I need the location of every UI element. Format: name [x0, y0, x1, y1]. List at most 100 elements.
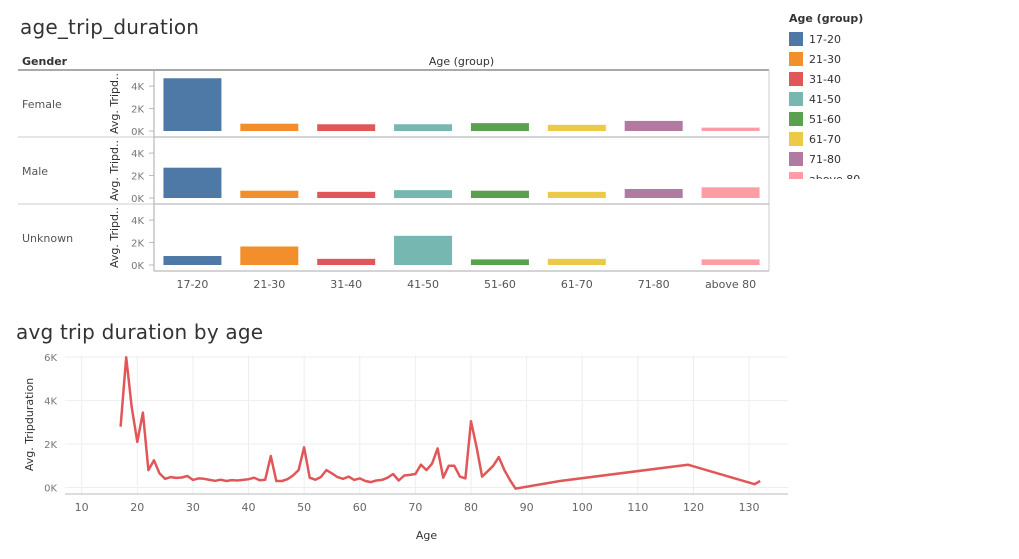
bar-female-41-50[interactable] — [394, 124, 453, 131]
facet-row-label: Unknown — [22, 232, 73, 245]
legend-item-61-70[interactable]: 61-70 — [789, 129, 889, 149]
legend-swatch — [789, 72, 803, 86]
legend-title: Age (group) — [789, 12, 864, 25]
series-line-avg-tripduration[interactable] — [119, 355, 761, 490]
legend-label: above 80 — [809, 172, 861, 180]
legend-item-51-60[interactable]: 51-60 — [789, 109, 889, 129]
y-tick-label: 4K — [131, 82, 144, 93]
bar-male-61-70[interactable] — [547, 191, 606, 198]
x-tick-label: above 80 — [705, 278, 756, 291]
chart-title-avg-trip-duration-by-age: avg trip duration by age — [16, 320, 264, 344]
legend-item-71-80[interactable]: 71-80 — [789, 149, 889, 169]
x-tick-label: 100 — [572, 501, 593, 514]
x-tick-label: 120 — [683, 501, 704, 514]
x-tick-label: 50 — [297, 501, 311, 514]
y-axis-label: Avg. Tripd.. — [108, 140, 121, 201]
bar-chart-panel: Gender Age (group) Female Avg. Tripd.. 0K 2K 4… — [18, 55, 770, 291]
legend-label: 17-20 — [809, 32, 841, 46]
bar-unknown-21-30[interactable] — [240, 246, 299, 265]
facet-row-unknown: Unknown Avg. Tripd.. 0K 2K 4K — [18, 203, 770, 272]
bar-unknown-51-60[interactable] — [470, 259, 529, 265]
legend-item-41-50[interactable]: 41-50 — [789, 89, 889, 109]
legend-swatch — [789, 52, 803, 66]
y-tick-label: 2K — [131, 172, 144, 183]
legend-swatch — [789, 172, 803, 179]
legend-swatch — [789, 152, 803, 166]
y-tick-label: 4K — [44, 397, 57, 408]
legend-item-17-20[interactable]: 17-20 — [789, 29, 889, 49]
x-tick-label: 40 — [242, 501, 256, 514]
y-tick-label: 0K — [131, 261, 144, 272]
x-tick-label: 60 — [353, 501, 367, 514]
x-tick-label: 10 — [75, 501, 89, 514]
y-tick-label: 0K — [131, 194, 144, 205]
x-tick-label: 61-70 — [561, 278, 593, 291]
legend-age-group: Age (group) 17-20 21-30 31-40 41-50 51-60 61-… — [789, 12, 889, 179]
y-tick-label: 4K — [131, 149, 144, 160]
x-tick-label: 80 — [464, 501, 478, 514]
bar-female-51-60[interactable] — [470, 123, 529, 131]
facet-row-label: Male — [22, 165, 48, 178]
x-tick-label: 90 — [520, 501, 534, 514]
bar-male-71-80[interactable] — [624, 189, 683, 198]
x-tick-label: 20 — [130, 501, 144, 514]
y-tick-label: 2K — [131, 239, 144, 250]
legend-swatch — [789, 92, 803, 106]
bar-female-61-70[interactable] — [547, 124, 606, 131]
bar-male-17-20[interactable] — [163, 167, 222, 198]
bar-male-21-30[interactable] — [240, 190, 299, 198]
x-tick-label: 31-40 — [330, 278, 362, 291]
x-tick-label: 30 — [186, 501, 200, 514]
y-tick-label: 2K — [131, 105, 144, 116]
x-axis-label: Age — [416, 529, 438, 542]
bar-unknown-above-80[interactable] — [701, 259, 760, 265]
y-tick-label: 0K — [44, 483, 57, 494]
legend-item-above-80[interactable]: above 80 — [789, 169, 889, 179]
x-tick-label: 110 — [627, 501, 648, 514]
legend-label: 31-40 — [809, 72, 841, 86]
line-chart-panel: 10 20 30 40 50 60 70 80 90 100 110 120 130 0K 2K 4K 6K Av… — [23, 353, 788, 542]
y-tick-label: 0K — [131, 127, 144, 138]
y-axis-label: Avg. Tripd.. — [108, 207, 121, 268]
bar-male-31-40[interactable] — [317, 191, 376, 198]
y-tick-label: 4K — [131, 216, 144, 227]
legend-item-31-40[interactable]: 31-40 — [789, 69, 889, 89]
legend-label: 51-60 — [809, 112, 841, 126]
bar-unknown-31-40[interactable] — [317, 258, 376, 265]
bar-male-above-80[interactable] — [701, 187, 760, 198]
bar-female-above-80[interactable] — [701, 127, 760, 131]
y-tick-label: 2K — [44, 440, 57, 451]
x-tick-label: 70 — [408, 501, 422, 514]
legend-label: 41-50 — [809, 92, 841, 106]
x-tick-label: 41-50 — [407, 278, 439, 291]
bar-male-51-60[interactable] — [470, 190, 529, 198]
legend-label: 71-80 — [809, 152, 841, 166]
x-tick-label: 21-30 — [253, 278, 285, 291]
facet-group-header: Age (group) — [429, 55, 494, 68]
legend-swatch — [789, 132, 803, 146]
facet-row-male: Male Avg. Tripd.. 0K 2K 4K — [18, 136, 770, 205]
bar-female-21-30[interactable] — [240, 123, 299, 131]
bar-female-31-40[interactable] — [317, 124, 376, 131]
x-tick-label: 130 — [739, 501, 760, 514]
legend-swatch — [789, 32, 803, 46]
legend-label: 21-30 — [809, 52, 841, 66]
legend-items: 17-20 21-30 31-40 41-50 51-60 61-70 71-80 above… — [789, 29, 889, 179]
legend-item-21-30[interactable]: 21-30 — [789, 49, 889, 69]
x-tick-label: 71-80 — [638, 278, 670, 291]
legend-label: 61-70 — [809, 132, 841, 146]
y-axis-label: Avg. Tripd.. — [108, 73, 121, 134]
bar-male-41-50[interactable] — [394, 190, 453, 198]
y-tick-label: 6K — [44, 353, 57, 364]
chart-title-age-trip-duration: age_trip_duration — [20, 15, 200, 39]
legend-swatch — [789, 112, 803, 126]
facet-column-header: Gender — [22, 55, 68, 68]
facet-row-female: Female Avg. Tripd.. 0K 2K 4K — [22, 70, 770, 138]
bar-female-17-20[interactable] — [163, 78, 222, 131]
bar-unknown-61-70[interactable] — [547, 258, 606, 265]
bar-female-71-80[interactable] — [624, 120, 683, 131]
y-axis-label: Avg. Tripduration — [23, 378, 36, 471]
bar-unknown-17-20[interactable] — [163, 256, 222, 265]
bar-unknown-41-50[interactable] — [394, 235, 453, 265]
x-tick-label: 51-60 — [484, 278, 516, 291]
